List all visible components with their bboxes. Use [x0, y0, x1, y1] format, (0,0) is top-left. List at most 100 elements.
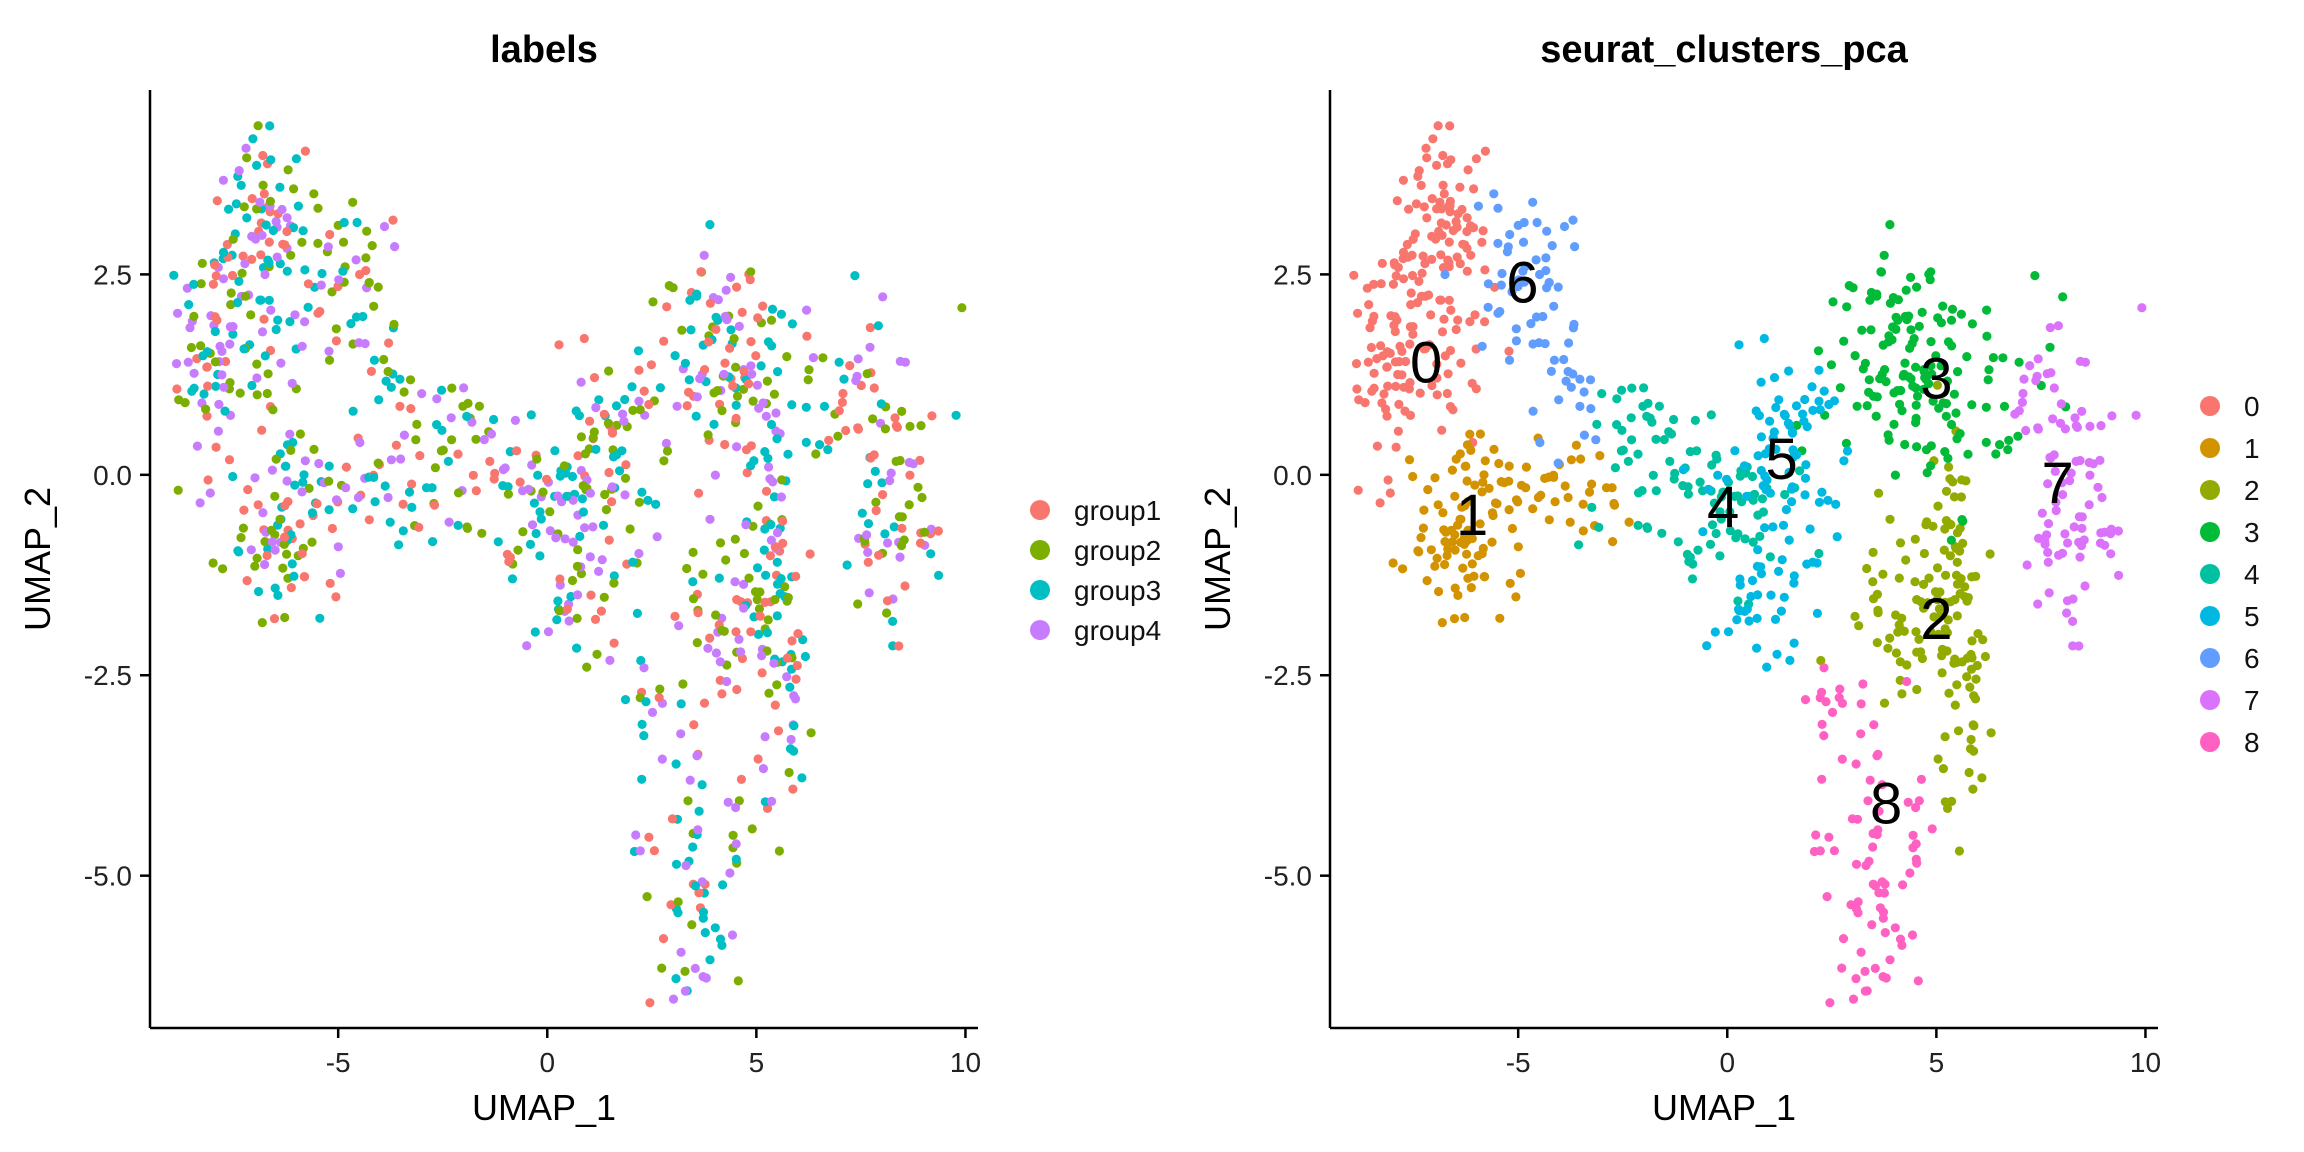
data-point: [1504, 355, 1515, 365]
data-point: [839, 374, 849, 384]
data-point: [172, 384, 182, 394]
data-point: [841, 425, 851, 436]
data-point: [1847, 814, 1857, 824]
data-point: [688, 547, 698, 558]
data-point: [1383, 475, 1393, 485]
data-point: [553, 596, 563, 606]
data-point: [1784, 535, 1794, 545]
data-point: [567, 575, 578, 586]
data-point: [882, 596, 893, 606]
data-point: [787, 319, 798, 329]
data-point: [257, 230, 267, 240]
data-point: [458, 401, 468, 411]
data-point: [1801, 460, 1811, 470]
data-point: [1563, 366, 1573, 377]
data-point: [1534, 338, 1544, 348]
data-point: [543, 627, 554, 637]
data-point: [1451, 324, 1461, 335]
data-point: [2033, 354, 2043, 364]
data-point: [842, 560, 852, 570]
data-point: [1715, 507, 1725, 517]
data-point: [769, 492, 780, 502]
data-point: [1874, 488, 1884, 498]
data-point: [682, 563, 692, 574]
data-point: [717, 406, 727, 416]
data-point: [661, 438, 672, 448]
data-point: [1418, 251, 1428, 261]
data-point: [389, 319, 399, 329]
data-point: [562, 604, 572, 614]
data-point: [1744, 616, 1754, 626]
data-point: [331, 495, 342, 505]
data-point: [688, 577, 698, 587]
data-point: [278, 239, 288, 249]
data-point: [1709, 498, 1719, 508]
legend-label: 4: [2244, 559, 2260, 590]
data-point: [717, 625, 727, 635]
data-point: [279, 539, 289, 550]
data-point: [246, 310, 256, 320]
data-point: [1434, 586, 1444, 597]
data-point: [304, 483, 314, 493]
data-point: [1800, 473, 1811, 483]
data-point: [639, 731, 649, 741]
data-point: [644, 832, 654, 842]
data-point: [290, 310, 300, 320]
data-point: [1430, 561, 1440, 571]
data-point: [1910, 577, 1920, 587]
data-point: [746, 361, 756, 371]
data-point: [1477, 237, 1487, 247]
data-point: [573, 545, 583, 555]
data-point: [1669, 474, 1679, 484]
data-point: [247, 231, 257, 241]
data-point: [222, 239, 232, 250]
data-point: [1587, 479, 1597, 489]
data-point: [1931, 351, 1941, 361]
data-point: [742, 468, 752, 478]
data-point: [782, 672, 792, 682]
data-point: [198, 351, 208, 361]
data-point: [757, 651, 767, 661]
data-point: [1917, 307, 1927, 317]
data-point: [1716, 514, 1726, 524]
data-point: [573, 590, 583, 600]
data-point: [264, 295, 274, 305]
data-point: [327, 523, 337, 534]
chart-title: labels: [490, 29, 598, 71]
data-point: [1913, 976, 1923, 986]
data-point: [1995, 440, 2005, 450]
data-point: [1654, 401, 1664, 411]
data-point: [462, 522, 472, 532]
data-point: [1448, 225, 1458, 236]
data-point: [236, 533, 246, 543]
data-point: [2051, 497, 2061, 507]
data-point: [1903, 797, 1913, 807]
data-point: [1496, 280, 1506, 290]
data-point: [641, 697, 651, 707]
data-point: [346, 319, 356, 329]
data-point: [289, 571, 299, 581]
y-axis-title: UMAP_2: [17, 487, 58, 631]
data-point: [1914, 321, 1924, 331]
data-point: [1404, 455, 1415, 465]
data-point: [1722, 474, 1732, 484]
data-point: [252, 373, 262, 383]
data-point: [265, 121, 275, 131]
data-point: [240, 291, 251, 301]
data-point: [1891, 312, 1901, 322]
data-point: [286, 445, 296, 455]
data-point: [485, 456, 495, 466]
data-point: [395, 401, 405, 411]
data-point: [1872, 751, 1882, 761]
data-point: [202, 411, 212, 421]
data-point: [886, 468, 896, 478]
data-point: [510, 415, 520, 425]
data-point: [1842, 302, 1852, 312]
data-point: [1507, 523, 1517, 534]
data-point: [353, 492, 363, 503]
data-point: [1349, 270, 1359, 280]
data-point: [2069, 522, 2079, 532]
data-point: [384, 338, 394, 348]
data-point: [766, 535, 777, 545]
data-point: [189, 279, 199, 289]
